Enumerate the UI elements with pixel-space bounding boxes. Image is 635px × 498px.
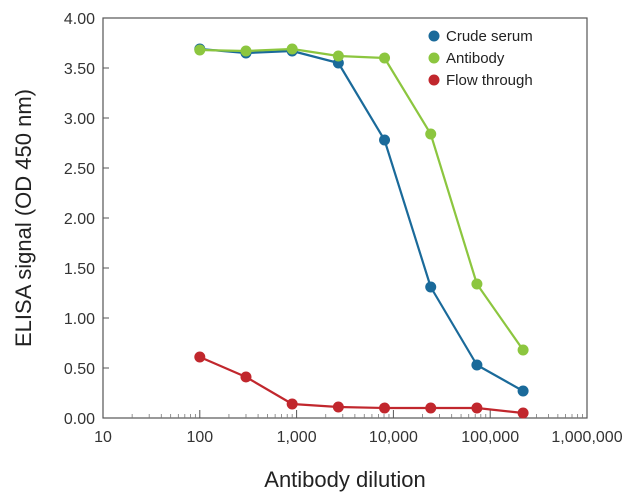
data-point xyxy=(471,278,483,290)
legend-marker xyxy=(428,74,440,86)
y-tick-label: 3.00 xyxy=(64,111,95,128)
data-point xyxy=(471,359,483,371)
x-axis-title: Antibody dilution xyxy=(264,467,425,492)
y-tick-label: 2.50 xyxy=(64,161,95,178)
y-tick-label: 0.50 xyxy=(64,361,95,378)
x-tick-label: 10,000 xyxy=(369,429,418,446)
legend-label: Crude serum xyxy=(446,28,533,45)
data-point xyxy=(425,281,437,293)
y-tick-label: 1.50 xyxy=(64,261,95,278)
series-line xyxy=(199,355,524,415)
data-point xyxy=(240,371,252,383)
data-point xyxy=(332,50,344,62)
legend-marker xyxy=(428,52,440,64)
data-point xyxy=(425,402,437,414)
y-tick-label: 1.00 xyxy=(64,311,95,328)
series-layer xyxy=(194,43,529,419)
series-line xyxy=(199,47,525,351)
y-tick-label: 0.00 xyxy=(64,411,95,428)
data-point xyxy=(332,401,344,413)
legend: Crude serum Antibody Flow through xyxy=(428,28,533,89)
y-axis-title: ELISA signal (OD 450 nm) xyxy=(11,89,36,347)
data-point xyxy=(517,407,529,419)
legend-label: Flow through xyxy=(446,72,533,89)
data-point xyxy=(379,134,391,146)
x-axis: 10 100 1,000 10,000 100,000 1,000,000 xyxy=(94,410,623,446)
x-tick-label: 100 xyxy=(186,429,213,446)
data-point xyxy=(194,44,206,56)
data-point xyxy=(379,402,391,414)
data-point xyxy=(194,351,206,363)
data-point xyxy=(379,52,391,64)
data-point xyxy=(286,43,298,55)
x-tick-label: 100,000 xyxy=(461,429,519,446)
legend-label: Antibody xyxy=(446,50,505,67)
data-point xyxy=(286,398,298,410)
x-tick-label: 1,000,000 xyxy=(551,429,622,446)
series-flow-through xyxy=(194,351,529,419)
series-crude-serum xyxy=(194,43,529,397)
data-point xyxy=(425,128,437,140)
legend-marker xyxy=(428,30,440,42)
x-tick-label: 10 xyxy=(94,429,112,446)
y-tick-label: 3.50 xyxy=(64,61,95,78)
x-tick-label: 1,000 xyxy=(277,429,317,446)
data-point xyxy=(517,344,529,356)
data-point xyxy=(517,385,529,397)
data-point xyxy=(240,45,252,57)
data-point xyxy=(471,402,483,414)
series-antibody xyxy=(194,43,529,356)
y-tick-label: 2.00 xyxy=(64,211,95,228)
y-axis: 0.00 0.50 1.00 1.50 2.00 2.50 3.00 3.50 4.00 xyxy=(64,11,109,428)
y-tick-label: 4.00 xyxy=(64,11,95,28)
series-line xyxy=(199,47,524,392)
